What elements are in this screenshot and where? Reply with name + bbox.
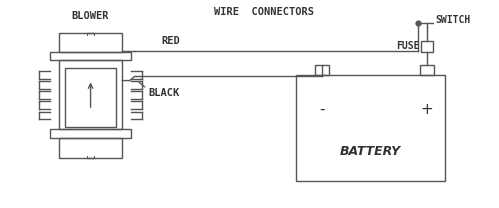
Bar — [421, 41, 433, 52]
Text: WIRE  CONNECTORS: WIRE CONNECTORS — [214, 7, 314, 17]
Bar — [59, 60, 122, 129]
Bar — [50, 129, 131, 138]
Text: -: - — [319, 102, 325, 117]
Text: SWITCH: SWITCH — [435, 15, 471, 25]
Bar — [59, 138, 122, 158]
Bar — [296, 76, 445, 181]
Bar — [59, 33, 122, 52]
Text: BATTERY: BATTERY — [340, 145, 401, 158]
Bar — [65, 68, 116, 128]
Bar — [50, 52, 131, 60]
Text: +: + — [421, 102, 434, 117]
Text: BLOWER: BLOWER — [72, 11, 109, 21]
Text: RED: RED — [162, 36, 180, 46]
Text: BLACK: BLACK — [148, 88, 180, 98]
Text: FUSE: FUSE — [396, 41, 420, 51]
Bar — [315, 65, 329, 76]
Bar — [420, 65, 434, 76]
